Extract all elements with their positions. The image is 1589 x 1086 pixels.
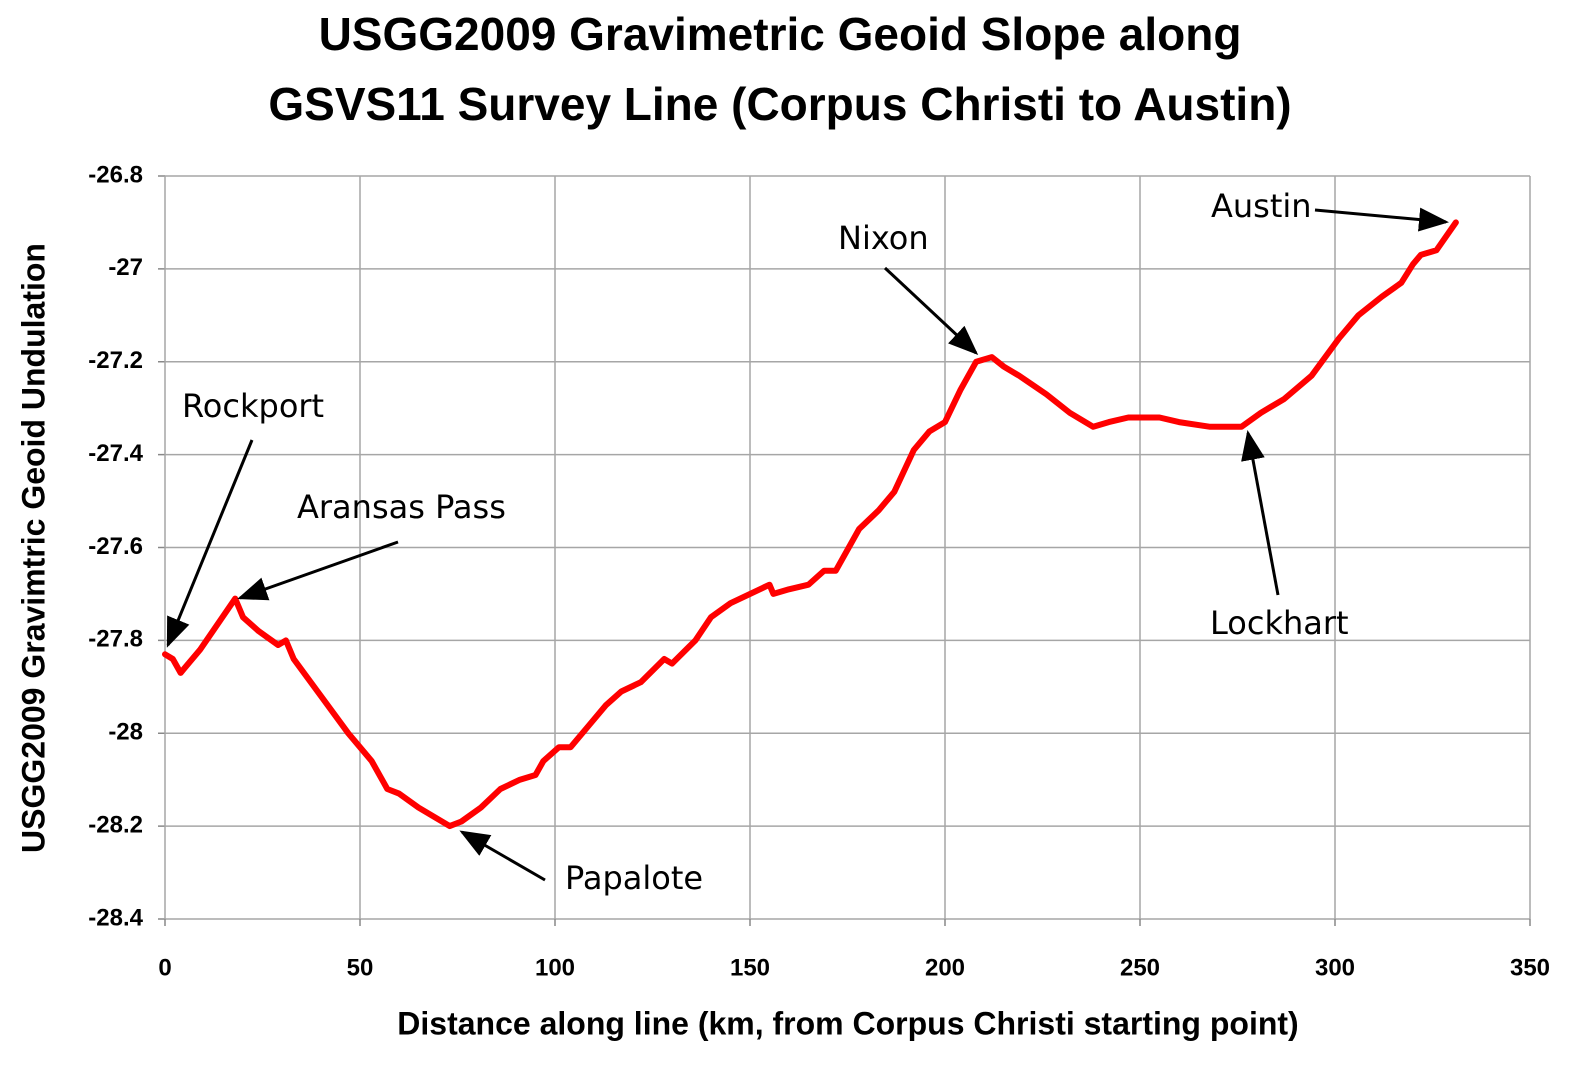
y-tick-label: -26.8	[88, 161, 143, 188]
x-tick-label: 250	[1120, 954, 1160, 981]
arrow	[1314, 207, 1449, 232]
arrow	[166, 439, 254, 648]
y-tick-label: -28.4	[88, 904, 143, 931]
chart-title: GSVS11 Survey Line (Corpus Christi to Au…	[268, 78, 1291, 130]
y-axis-label: USGG2009 Gravimtric Geoid Undulation	[15, 243, 51, 853]
arrow	[883, 266, 979, 356]
x-tick-label: 300	[1315, 954, 1355, 981]
arrow	[237, 540, 399, 601]
y-tick-label: -27.6	[88, 533, 143, 560]
y-tick-label: -28	[108, 719, 143, 746]
x-tick-label: 100	[535, 954, 575, 981]
x-tick-label: 350	[1510, 954, 1550, 981]
chart-title: USGG2009 Gravimetric Geoid Slope along	[319, 8, 1242, 60]
y-tick-label: -27.8	[88, 626, 143, 653]
annotation: Austin	[1211, 187, 1312, 225]
annotations: Rockport Aransas Pass Papalote Nixon Loc…	[166, 187, 1449, 897]
plot-area: -26.8 -27 -27.2 -27.4 -27.6 -27.8 -28 -28.2 -28.…	[88, 161, 1550, 981]
x-tick-label: 0	[158, 954, 171, 981]
annotation: Papalote	[565, 859, 703, 897]
annotation: Aransas Pass	[297, 488, 506, 526]
y-tick-label: -27.4	[88, 440, 143, 467]
y-tick-label: -28.2	[88, 811, 143, 838]
annotation: Nixon	[838, 219, 929, 257]
arrow	[459, 830, 546, 882]
annotation: Lockhart	[1210, 604, 1349, 642]
data-line	[162, 219, 1459, 830]
y-tick-label: -27	[108, 254, 143, 281]
x-tick-label: 200	[925, 954, 965, 981]
y-tick-label: -27.2	[88, 347, 143, 374]
arrow	[1241, 430, 1280, 596]
annotation: Rockport	[182, 387, 324, 425]
x-tick-label: 150	[730, 954, 770, 981]
x-tick-label: 50	[347, 954, 374, 981]
x-axis-label: Distance along line (km, from Corpus Chr…	[397, 1005, 1298, 1041]
